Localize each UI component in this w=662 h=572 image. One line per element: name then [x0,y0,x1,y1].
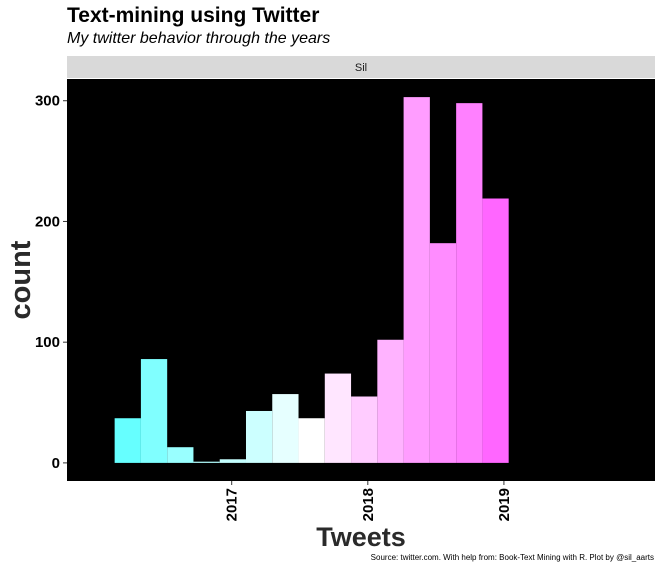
histogram-bar-12 [403,97,430,463]
histogram-bar-3 [167,447,194,463]
histogram-bar-10 [351,396,378,463]
x-axis-title: Tweets [316,522,406,552]
histogram-bar-15 [482,198,509,463]
histogram-bar-11 [377,339,404,463]
histogram-bar-4 [193,461,220,463]
histogram-bar-9 [324,373,352,463]
histogram-bar-8 [298,418,325,463]
histogram-bar-5 [219,459,246,463]
x-tick-label: 2018 [360,488,377,521]
histogram-bars [114,97,509,463]
chart-subtitle: My twitter behavior through the years [67,30,331,47]
y-tick-label: 200 [35,213,60,230]
facet-strip-label: Sil [355,62,367,74]
y-axis: 0 100 200 300 [35,93,67,472]
histogram-bar-1 [114,418,141,463]
x-tick-label: 2017 [224,488,241,521]
histogram-bar-7 [272,394,299,463]
source-caption: Source: twitter.com. With help from: Boo… [370,553,654,562]
y-tick-label: 300 [35,93,60,110]
histogram-bar-2 [140,359,168,463]
y-tick-label: 0 [52,455,60,472]
facet-strip [67,56,655,78]
histogram-bar-14 [456,103,483,463]
chart-title: Text-mining using Twitter [67,4,320,27]
x-axis: 2017 2018 2019 [224,481,513,521]
x-tick-label: 2019 [496,488,513,521]
histogram-bar-13 [429,243,457,463]
histogram-bar-6 [245,410,273,463]
y-axis-title: count [5,240,37,319]
y-tick-label: 100 [35,334,60,351]
